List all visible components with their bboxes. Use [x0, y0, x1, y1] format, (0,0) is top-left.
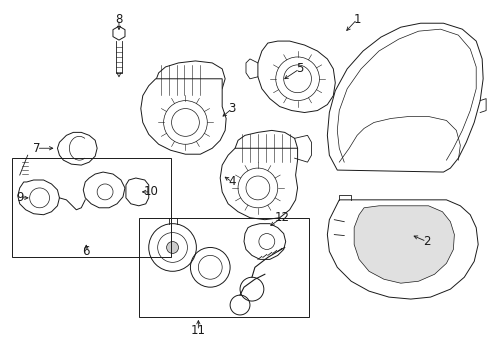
Polygon shape: [141, 79, 225, 154]
Text: 11: 11: [190, 324, 205, 337]
Polygon shape: [326, 200, 477, 299]
Polygon shape: [257, 41, 335, 113]
Polygon shape: [235, 130, 297, 165]
Bar: [12, 158, 170, 257]
Polygon shape: [244, 224, 285, 260]
Polygon shape: [326, 23, 482, 172]
Text: 6: 6: [82, 245, 90, 258]
Polygon shape: [113, 26, 125, 40]
Text: 5: 5: [295, 62, 303, 75]
Text: 9: 9: [16, 192, 23, 204]
Polygon shape: [155, 61, 224, 96]
Text: 2: 2: [422, 235, 429, 248]
Polygon shape: [126, 178, 148, 206]
Circle shape: [166, 242, 178, 253]
Bar: [139, 218, 309, 317]
Polygon shape: [57, 132, 97, 165]
Text: 12: 12: [274, 211, 288, 224]
Text: 1: 1: [353, 13, 360, 26]
Polygon shape: [83, 172, 124, 208]
Polygon shape: [353, 206, 453, 283]
Text: 8: 8: [115, 13, 122, 26]
Polygon shape: [220, 148, 297, 220]
Text: 3: 3: [228, 102, 235, 115]
Text: 7: 7: [33, 142, 41, 155]
Polygon shape: [18, 180, 60, 215]
Text: 4: 4: [228, 175, 235, 189]
Text: 10: 10: [143, 185, 158, 198]
